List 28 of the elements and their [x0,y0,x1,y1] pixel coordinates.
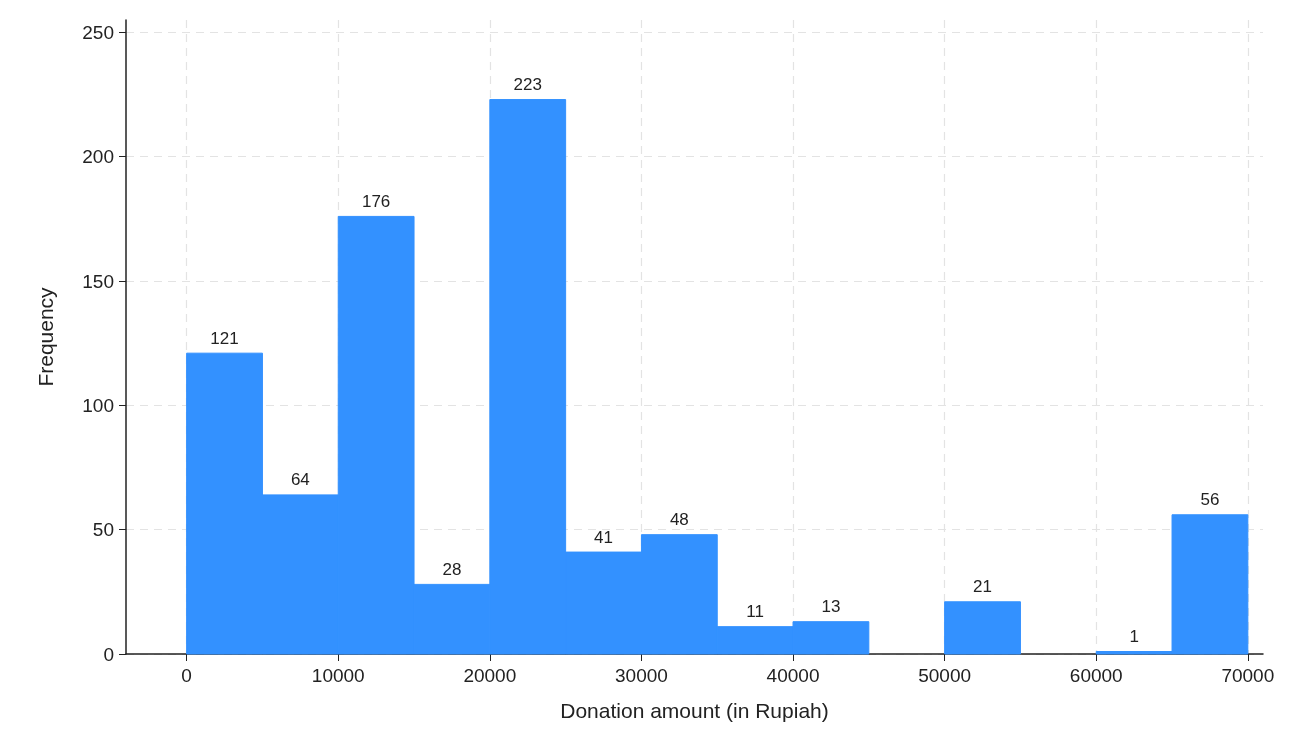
y-tick-label: 150 [82,270,114,292]
x-tick-label: 20000 [463,665,517,686]
data-label: 1 [1129,627,1139,647]
y-tick-label: 250 [82,21,114,43]
x-tick-label: 50000 [918,665,972,686]
y-tick-label: 200 [82,146,114,168]
y-tick-label: 50 [92,519,114,541]
data-label: 11 [746,602,764,622]
x-tick-label: 70000 [1221,665,1275,686]
data-label: 64 [290,470,310,490]
data-label: 48 [669,510,689,530]
x-tick-label: 40000 [766,665,820,686]
y-tick-label: 100 [82,394,114,416]
y-axis-title: Frequency [34,286,57,387]
x-tick-label: 30000 [615,665,668,686]
x-axis-title: Donation amount (in Rupiah) [560,699,829,722]
x-tick-label: 10000 [311,665,365,686]
x-tick-label: 0 [181,665,192,686]
x-tick-label: 60000 [1069,665,1123,686]
data-label: 21 [973,577,992,597]
data-label: 41 [594,527,613,547]
data-label: 121 [210,328,239,348]
data-label: 13 [821,597,841,617]
data-label: 223 [513,75,542,95]
y-tick-label: 0 [103,643,114,665]
data-label: 28 [442,559,462,579]
data-label: 176 [361,191,391,211]
data-label: 56 [1200,490,1220,510]
